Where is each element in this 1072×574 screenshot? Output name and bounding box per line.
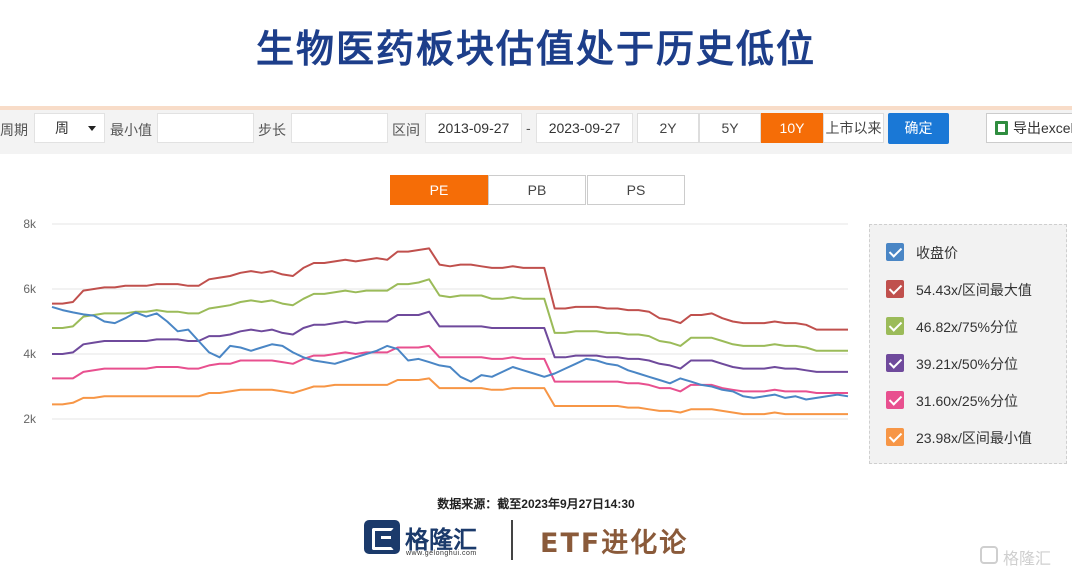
y-tick-label: 6k: [23, 282, 37, 296]
checkbox-icon: [886, 317, 904, 335]
legend-item-p50[interactable]: 39.21x/50%分位: [886, 352, 1066, 374]
export-label: 导出excel: [1013, 120, 1072, 136]
export-excel-button[interactable]: 导出excel: [986, 113, 1072, 143]
series-line-4: [52, 344, 848, 394]
tab-pb[interactable]: PB: [488, 175, 586, 205]
series-line-2: [52, 278, 848, 352]
series-line-1: [52, 247, 848, 331]
tab-ps[interactable]: PS: [587, 175, 685, 205]
range-2y-button[interactable]: 2Y: [637, 113, 699, 143]
excel-icon: [995, 121, 1008, 135]
range-label: 区间: [392, 122, 420, 138]
logo-url: www.gelonghui.com: [406, 550, 477, 557]
legend-label: 23.98x/区间最小值: [916, 430, 1032, 446]
data-source-note: 数据来源：截至2023年9月27日14:30: [437, 497, 635, 511]
etf-brand: ETF进化论: [540, 528, 689, 559]
accent-line: [0, 106, 1072, 110]
range-5y-button[interactable]: 5Y: [699, 113, 761, 143]
range-10y-button[interactable]: 10Y: [761, 113, 823, 143]
checkbox-icon: [886, 243, 904, 261]
legend-label: 收盘价: [916, 245, 958, 261]
legend-item-max[interactable]: 54.43x/区间最大值: [886, 278, 1066, 300]
checkbox-icon: [886, 354, 904, 372]
end-date-input[interactable]: 2023-09-27: [536, 113, 633, 143]
confirm-button[interactable]: 确定: [888, 113, 949, 144]
legend-item-min[interactable]: 23.98x/区间最小值: [886, 426, 1066, 448]
step-label: 步长: [258, 122, 286, 138]
checkbox-icon: [886, 428, 904, 446]
chart-legend: 收盘价 54.43x/区间最大值 46.82x/75%分位 39.21x/50%…: [869, 224, 1067, 464]
y-tick-label: 4k: [23, 347, 37, 361]
series-line-0: [51, 305, 849, 401]
pe-line-chart: 8k 6k 4k 2k: [23, 217, 849, 426]
y-tick-label: 8k: [23, 217, 37, 231]
period-label: 周期: [0, 122, 28, 138]
y-tick-label: 2k: [23, 412, 37, 426]
legend-item-close[interactable]: 收盘价: [886, 241, 1066, 263]
watermark-icon: [980, 546, 998, 564]
page-title: 生物医药板块估值处于历史低位: [255, 27, 816, 71]
range-since-listing-button[interactable]: 上市以来: [823, 113, 884, 143]
checkbox-icon: [886, 280, 904, 298]
legend-label: 54.43x/区间最大值: [916, 282, 1032, 298]
chevron-down-icon: [88, 126, 96, 131]
min-label: 最小值: [110, 122, 152, 138]
min-input[interactable]: [157, 113, 254, 143]
period-value: 周: [55, 120, 69, 136]
logo-name: 格隆汇: [405, 526, 477, 554]
legend-label: 39.21x/50%分位: [916, 356, 1018, 372]
legend-label: 46.82x/75%分位: [916, 319, 1018, 335]
step-input[interactable]: [291, 113, 388, 143]
series-line-3: [52, 310, 848, 373]
toolbar: 周期 周 最小值 步长 区间 2013-09-27 - 2023-09-27 2…: [0, 110, 1072, 154]
legend-label: 31.60x/25%分位: [916, 393, 1018, 409]
period-select[interactable]: 周: [34, 113, 105, 143]
series-line-5: [52, 377, 848, 416]
tab-pe[interactable]: PE: [390, 175, 488, 205]
legend-item-p25[interactable]: 31.60x/25%分位: [886, 389, 1066, 411]
legend-item-p75[interactable]: 46.82x/75%分位: [886, 315, 1066, 337]
start-date-input[interactable]: 2013-09-27: [425, 113, 522, 143]
watermark: 格隆汇: [1003, 551, 1052, 568]
checkbox-icon: [886, 391, 904, 409]
logo-divider: [511, 520, 513, 560]
date-dash: -: [526, 120, 531, 136]
gelonghui-logo-icon: [364, 520, 400, 554]
valuation-tabs: PE PB PS: [390, 175, 686, 205]
